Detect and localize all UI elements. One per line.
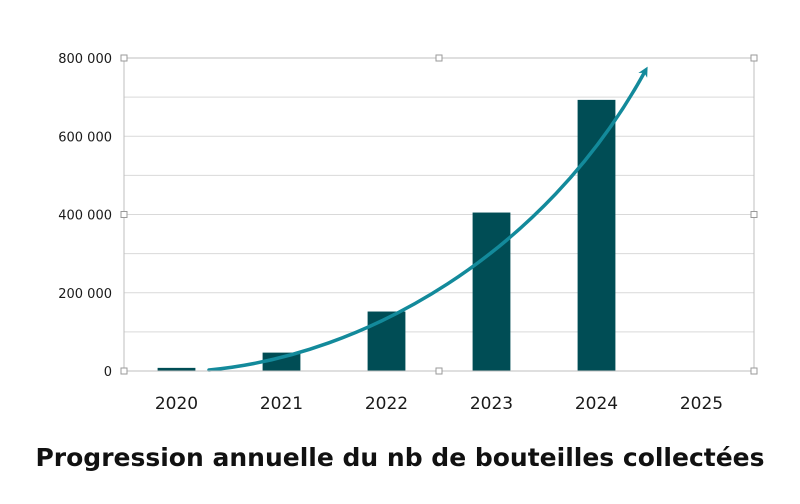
bar-2020 <box>157 367 196 371</box>
gridlines <box>124 57 754 372</box>
resize-handle[interactable] <box>435 367 443 375</box>
resize-handle[interactable] <box>750 211 758 218</box>
resize-handle[interactable] <box>120 211 128 218</box>
y-tick-label: 200 000 <box>58 287 112 302</box>
resize-handle[interactable] <box>750 367 758 375</box>
y-tick-label: 0 <box>104 365 112 380</box>
bar-2022 <box>367 311 406 371</box>
x-tick-label: 2024 <box>575 394 618 414</box>
y-axis-ticks: 0 200 000 400 000 600 000 800 000 <box>58 52 112 380</box>
x-tick-label: 2022 <box>365 394 408 414</box>
y-tick-label: 800 000 <box>58 52 112 67</box>
plot-frame <box>120 54 758 375</box>
trend-arrow <box>207 66 648 372</box>
x-tick-label: 2025 <box>680 394 723 414</box>
bar-2024 <box>577 99 616 372</box>
x-tick-label: 2021 <box>260 394 303 414</box>
x-tick-label: 2020 <box>155 394 198 414</box>
y-tick-label: 600 000 <box>58 130 112 145</box>
bar-2023 <box>472 212 511 371</box>
bar-2021 <box>262 352 301 371</box>
resize-handle[interactable] <box>435 54 443 62</box>
x-axis-ticks: 2020 2021 2022 2023 2024 2025 <box>155 394 723 414</box>
resize-handle[interactable] <box>750 54 758 62</box>
resize-handle[interactable] <box>120 54 128 62</box>
chart-title: Progression annuelle du nb de bouteilles… <box>35 443 764 472</box>
trend-curve <box>207 66 648 372</box>
resize-handle[interactable] <box>120 367 128 375</box>
y-tick-label: 400 000 <box>58 209 112 224</box>
bars <box>157 99 616 372</box>
x-tick-label: 2023 <box>470 394 513 414</box>
